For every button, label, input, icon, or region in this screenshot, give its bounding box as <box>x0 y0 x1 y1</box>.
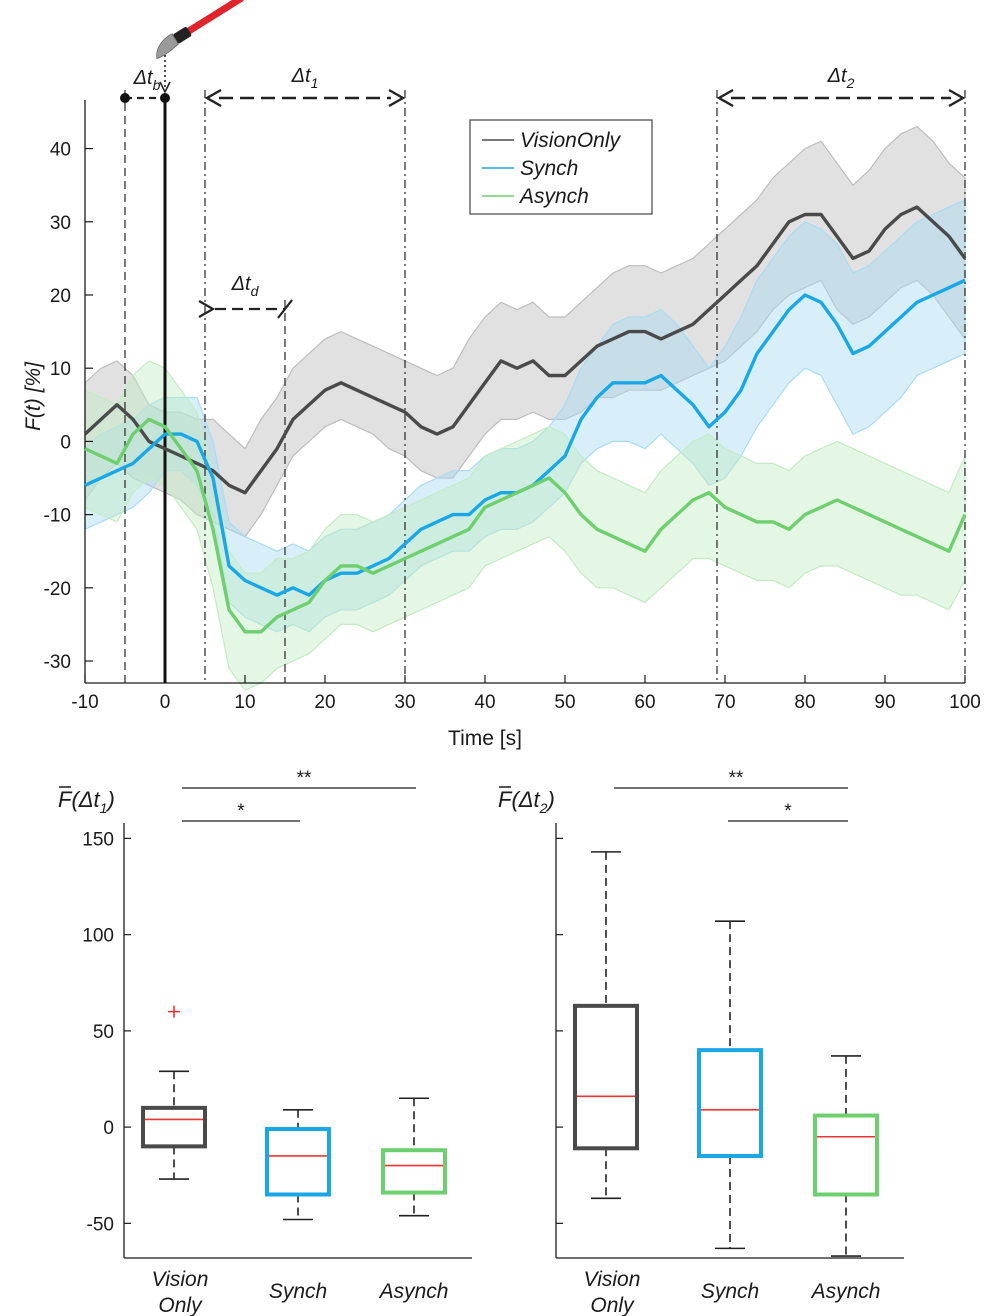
x-tick-label: 0 <box>160 692 171 713</box>
x-tick-label: 50 <box>554 692 575 713</box>
paintbrush-icon <box>156 0 245 60</box>
category-label: Vision <box>152 1268 209 1291</box>
y-tick-label: -30 <box>44 652 71 673</box>
x-tick-label: 90 <box>874 692 895 713</box>
dt2-bracket-right-arrow <box>948 88 966 108</box>
x-tick-label: 30 <box>394 692 415 713</box>
y-tick-label: -10 <box>44 506 71 527</box>
stimulus-arrow-head <box>159 81 171 94</box>
box-iqr <box>573 1003 639 1151</box>
legend-entry: VisionOnly <box>520 129 621 152</box>
x-tick-label: 20 <box>314 692 335 713</box>
category-label: Synch <box>701 1280 759 1303</box>
legend: VisionOnly Synch Asynch <box>469 119 653 215</box>
x-tick-label: -10 <box>71 692 98 713</box>
dtd-end-tick <box>277 299 293 319</box>
box-iqr <box>697 1048 763 1158</box>
x-tick-label: 70 <box>714 692 735 713</box>
x-tick-label: 80 <box>794 692 815 713</box>
box-synch <box>265 1108 331 1221</box>
y-tick-label: 0 <box>60 432 71 453</box>
y-tick-label: 20 <box>50 286 71 307</box>
dtb-start-dot <box>120 93 130 103</box>
y-axis-label: F(t) [%] <box>22 361 45 431</box>
x-tick-label: 60 <box>634 692 655 713</box>
box-iqr <box>381 1148 447 1195</box>
box-visiononly <box>141 1005 207 1180</box>
category-label: Asynch <box>378 1280 449 1303</box>
x-axis-label: Time [s] <box>448 727 522 750</box>
box-iqr <box>265 1127 331 1197</box>
outlier-marker <box>168 1005 180 1018</box>
brush-ferrule <box>173 26 192 44</box>
dtd-left-arrow <box>198 300 216 318</box>
box-visiononly <box>573 851 639 1200</box>
legend-entry: Synch <box>520 157 578 180</box>
dt2-bracket-left-arrow <box>716 88 734 108</box>
dtb-end-dot <box>160 93 170 103</box>
category-label: Asynch <box>810 1280 881 1303</box>
brush-bristles <box>156 33 179 60</box>
y-tick-label: 30 <box>50 213 71 234</box>
significance-label: ** <box>729 768 744 789</box>
box-synch <box>697 920 763 1250</box>
significance-label: * <box>784 801 792 822</box>
y-axis-label: F(Δt1) <box>58 787 115 816</box>
dt2-label: Δt2 <box>827 65 855 91</box>
y-tick-label: 100 <box>82 926 114 947</box>
legend-box <box>469 119 653 215</box>
category-label: Only <box>158 1294 203 1316</box>
x-tick-label: 10 <box>234 692 255 713</box>
significance-label: ** <box>297 768 312 789</box>
y-tick-label: -50 <box>87 1214 114 1235</box>
y-tick-label: 0 <box>103 1118 114 1139</box>
y-axis-label: F(Δt2) <box>498 787 555 816</box>
y-tick-label: -20 <box>44 579 71 600</box>
x-tick-label: 100 <box>949 692 981 713</box>
significance-label: * <box>237 801 245 822</box>
line-chart: -10 0 10 20 30 40 50 60 70 80 90 100 -30 -20 -10 0 10 20 3… <box>22 0 981 750</box>
dtb-label: Δtb <box>133 67 161 93</box>
dt1-bracket-left-arrow <box>204 88 222 108</box>
y-tick-label: 50 <box>93 1022 114 1043</box>
legend-entry: Asynch <box>518 185 589 208</box>
dt1-label: Δt1 <box>291 65 319 91</box>
dtd-label: Δtd <box>231 273 260 299</box>
brush-handle <box>183 0 245 36</box>
x-tick-label: 40 <box>474 692 495 713</box>
series-asynch <box>84 417 967 634</box>
box-asynch <box>381 1097 447 1217</box>
y-tick-label: 150 <box>82 829 114 850</box>
dt1-bracket-right-arrow <box>388 88 406 108</box>
category-label: Vision <box>584 1268 641 1291</box>
box-iqr <box>141 1105 207 1149</box>
boxplot-dt1: -50 0 50 100 150 F(Δt1) Vision Only Synch Asynch *… <box>58 768 472 1316</box>
box-iqr <box>813 1113 879 1197</box>
y-tick-label: 10 <box>50 359 71 380</box>
series-visiononly <box>83 205 967 495</box>
y-tick-label: 40 <box>50 140 71 161</box>
box-asynch <box>813 1055 879 1257</box>
category-label: Only <box>590 1294 635 1316</box>
category-label: Synch <box>269 1280 327 1303</box>
